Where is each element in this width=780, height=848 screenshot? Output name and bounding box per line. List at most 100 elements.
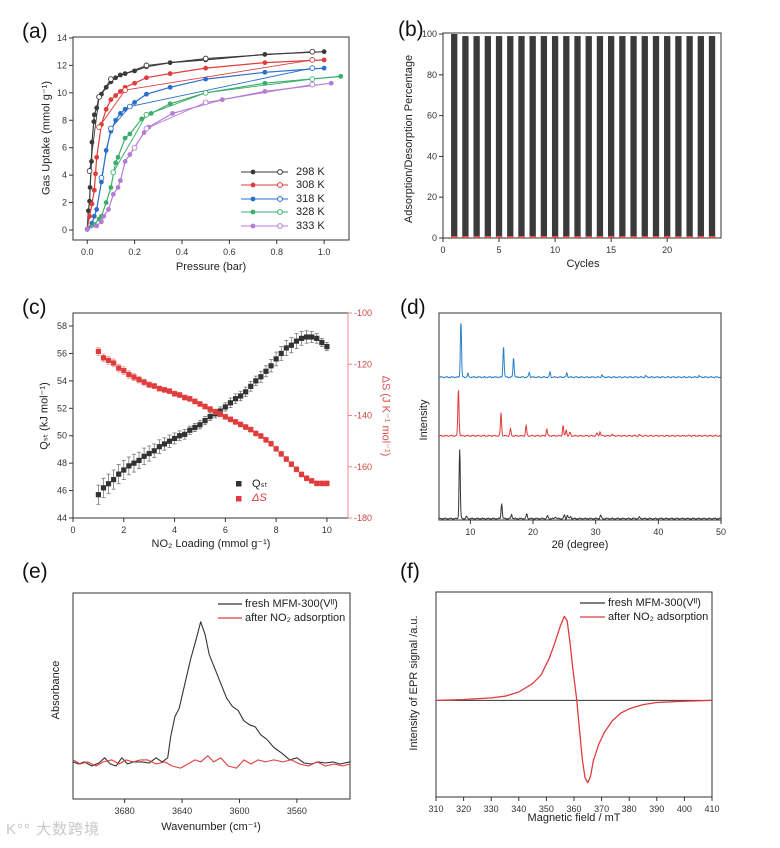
bar-adsorption (462, 36, 469, 239)
data-point (131, 374, 137, 380)
bar-adsorption (551, 36, 559, 239)
data-point (298, 471, 305, 478)
bar-residual (540, 235, 548, 238)
legend-marker-open (277, 209, 283, 215)
adsorption-point (132, 100, 137, 105)
data-point (207, 406, 213, 412)
data-point (288, 342, 294, 348)
series-delta-s (95, 347, 330, 487)
bar-adsorption (585, 36, 592, 239)
y-tick-label-c: 50 (57, 431, 67, 441)
series-298k (84, 48, 327, 232)
adsorption-point (84, 226, 90, 232)
x-tick-label-d: 50 (716, 527, 726, 537)
adsorption-point (108, 97, 114, 103)
x-tick-label-d: 10 (465, 527, 475, 537)
x-tick-label-d: 20 (528, 527, 538, 537)
adsorption-point (91, 119, 97, 125)
data-point (95, 492, 101, 498)
adsorption-point (89, 201, 95, 207)
desorption-point (122, 87, 128, 93)
x-tick-label-c: 6 (223, 525, 228, 535)
series-333k (84, 80, 334, 232)
adsorption-point (117, 89, 123, 94)
legend-label-after-e: after NO₂ adsorption (245, 612, 346, 624)
bar-residual (619, 235, 626, 238)
bar-residual (473, 235, 480, 238)
y-tick-label-a: 10 (57, 88, 67, 98)
data-point (105, 357, 112, 364)
legend-marker-open (277, 182, 283, 188)
x-tick-label-f: 350 (539, 804, 554, 814)
desorption-point (96, 124, 102, 130)
xrd-pattern-middle (438, 390, 721, 438)
x-tick-label-f: 380 (622, 804, 637, 814)
data-point (253, 378, 259, 384)
adsorption-point (262, 80, 268, 86)
x-tick-label-e: 3560 (287, 806, 307, 816)
plot-frame-e (72, 592, 351, 800)
legend-label-qst: Qₛₜ (252, 478, 268, 490)
desorption-point (143, 62, 150, 69)
x-tick-label-d: 30 (591, 527, 601, 537)
axes-e: 3680 3640 3600 3560 (72, 592, 351, 816)
y-tick-label-a: 6 (62, 143, 67, 153)
data-point (232, 396, 239, 402)
x-tick-label-c: 2 (121, 525, 126, 535)
legend-marker-qst (236, 481, 242, 487)
data-point (202, 403, 208, 410)
y-axis-title-a: Gas Uptake (mmol g⁻¹) (40, 81, 53, 195)
data-point (171, 435, 178, 442)
data-point (222, 414, 228, 420)
right-axis-c: -180 -160 -140 -120 -100 (347, 308, 372, 523)
adsorption-point (122, 159, 128, 164)
y-tick-label-b: 60 (427, 111, 437, 121)
bar-residual (664, 235, 671, 238)
bar-adsorption (518, 36, 525, 239)
adsorption-point (122, 135, 128, 141)
data-point (293, 466, 300, 472)
data-point (197, 401, 203, 407)
spectrum-after-no2 (72, 755, 351, 769)
adsorption-point (321, 65, 327, 71)
data-point (309, 334, 315, 340)
adsorption-point (94, 105, 100, 111)
bar-residual (596, 235, 604, 238)
adsorption-point (99, 219, 104, 225)
bar-adsorption (529, 36, 536, 239)
data-point (151, 448, 157, 454)
data-point (121, 368, 127, 374)
plot-frame-d (438, 312, 722, 521)
adsorption-point (115, 185, 121, 190)
adsorption-point (167, 71, 173, 77)
right-y-tick-label: -120 (354, 359, 372, 369)
panel-label-b: (b) (398, 18, 424, 41)
adsorption-point (103, 148, 109, 153)
bar-adsorption (675, 36, 682, 239)
panel-label-d: (d) (400, 296, 426, 319)
y-axis-title-d: Intensity (418, 399, 430, 441)
bar-adsorption (619, 36, 626, 239)
adsorption-point (103, 84, 109, 90)
x-tick-label-b: 20 (662, 245, 672, 255)
adsorption-point (167, 101, 173, 107)
bar-adsorption (664, 36, 671, 239)
data-point (141, 453, 147, 459)
bar-adsorption (697, 36, 704, 239)
data-point (319, 339, 325, 346)
y-axis-title-f: Intensity of EPR signal /a.u. (408, 615, 420, 751)
xrd-pattern-bottom (438, 449, 721, 520)
data-point (136, 457, 142, 464)
adsorption-point (321, 57, 327, 63)
adsorption-point (113, 160, 119, 166)
data-point (324, 343, 330, 350)
plot-frame-b (442, 32, 722, 239)
adsorption-point (328, 80, 334, 86)
adsorption-point (99, 179, 104, 185)
y-axis-title-c-left: Qₛₜ (kJ mol⁻¹) (38, 382, 51, 450)
bar-residual (607, 235, 615, 238)
data-point (146, 450, 152, 457)
x-tick-label-e: 3600 (229, 806, 249, 816)
data-point (171, 391, 178, 397)
data-point (278, 350, 284, 357)
